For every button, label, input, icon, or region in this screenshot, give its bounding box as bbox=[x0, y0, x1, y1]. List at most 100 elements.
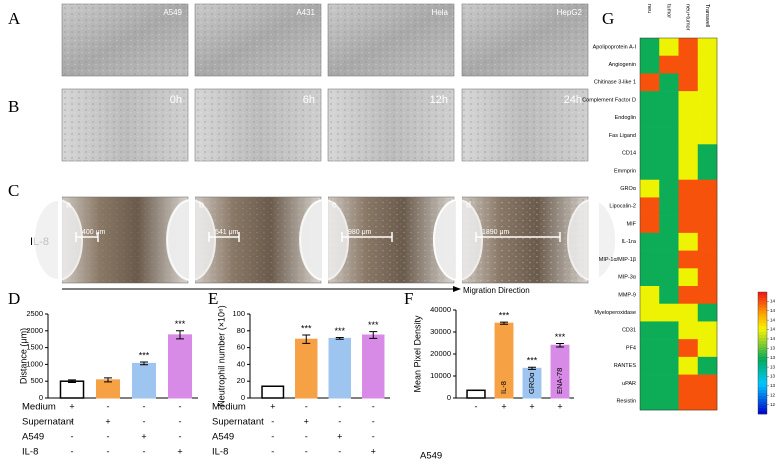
colorbar-step bbox=[758, 316, 767, 320]
column-label: Transwell bbox=[704, 4, 710, 27]
heatmap-cell bbox=[659, 215, 679, 234]
bar bbox=[167, 334, 193, 399]
colorbar-step bbox=[758, 410, 767, 415]
error-bar bbox=[68, 379, 76, 384]
heatmap-cell bbox=[697, 126, 718, 145]
condition-sign: - bbox=[271, 431, 274, 441]
gutter bbox=[456, 195, 462, 285]
heatmap-cell bbox=[659, 339, 679, 358]
condition-label: A549 bbox=[212, 432, 234, 443]
gutter bbox=[189, 195, 195, 285]
panel-letter: F bbox=[404, 289, 413, 308]
arrow-label: Migration Direction bbox=[463, 286, 530, 295]
heatmap-cell bbox=[659, 232, 679, 251]
heatmap-cell bbox=[697, 232, 718, 251]
y-tick-label: 0 bbox=[39, 393, 43, 402]
panel-letter: G bbox=[602, 9, 614, 28]
colorbar-step bbox=[758, 304, 767, 308]
colorbar-step bbox=[758, 392, 767, 396]
heatmap-cell bbox=[640, 215, 660, 234]
heatmap-cell bbox=[659, 144, 679, 163]
y-tick-label: 2500 bbox=[26, 309, 43, 318]
y-tick-label: 100 bbox=[232, 309, 245, 318]
bar bbox=[328, 337, 351, 399]
heatmap-cell bbox=[697, 73, 718, 92]
condition-sign: + bbox=[529, 401, 534, 411]
bar bbox=[466, 389, 486, 399]
image-label: HepG2 bbox=[557, 8, 583, 17]
condition-sign: + bbox=[105, 416, 110, 426]
y-axis-label: Mean Pixel Density bbox=[412, 315, 422, 393]
condition-sign: - bbox=[475, 401, 478, 411]
colorbar-step bbox=[758, 310, 767, 314]
heatmap-cell bbox=[678, 162, 699, 181]
heatmap-cell bbox=[678, 215, 699, 234]
micrograph-texture bbox=[62, 89, 188, 161]
column-label: tumor bbox=[665, 4, 671, 18]
row-label: CD14 bbox=[622, 151, 636, 157]
significance: *** bbox=[301, 323, 312, 333]
colorbar-tick-label: 14 bbox=[770, 336, 776, 341]
heatmap-cell bbox=[697, 179, 718, 198]
condition-sign: - bbox=[372, 431, 375, 441]
condition-label: A549 bbox=[420, 451, 442, 462]
colorbar-step bbox=[758, 404, 767, 409]
heatmap-cell bbox=[678, 55, 699, 74]
y-tick-label: 1500 bbox=[26, 343, 43, 352]
colorbar-step bbox=[758, 359, 767, 363]
colorbar-step bbox=[758, 322, 767, 326]
error-bar bbox=[528, 366, 536, 370]
y-tick-label: 40 bbox=[237, 359, 245, 368]
colorbar-step bbox=[758, 349, 767, 354]
image-label: 6h bbox=[303, 94, 315, 106]
y-tick-label: 10000 bbox=[430, 371, 451, 380]
colorbar-step bbox=[758, 356, 767, 360]
colorbar-tick-label: 14 bbox=[770, 317, 776, 322]
colorbar-step bbox=[758, 313, 767, 317]
colorbar-step bbox=[758, 307, 767, 311]
heatmap-cell bbox=[659, 286, 679, 305]
heatmap-cell bbox=[640, 38, 660, 57]
condition-sign: - bbox=[372, 416, 375, 426]
colorbar-step bbox=[758, 377, 767, 381]
condition-sign: - bbox=[143, 446, 146, 456]
heatmap-frame bbox=[639, 37, 718, 411]
micrograph-texture bbox=[62, 4, 188, 76]
heatmap-cell bbox=[640, 250, 660, 269]
error-bar bbox=[302, 334, 311, 344]
measurement: 541 μm bbox=[215, 229, 239, 236]
colorbar-step bbox=[758, 295, 767, 299]
heatmap-cell bbox=[640, 108, 660, 127]
heatmap-cell bbox=[640, 374, 660, 393]
colorbar-tick-label: 14 bbox=[770, 308, 776, 313]
condition-sign: + bbox=[69, 401, 74, 411]
measurement: 980 μm bbox=[348, 229, 372, 236]
y-tick-label: 40000 bbox=[430, 305, 451, 314]
heatmap-cell bbox=[640, 91, 660, 110]
condition-label: A549 bbox=[22, 432, 44, 443]
condition-sign: - bbox=[271, 416, 274, 426]
error-bar bbox=[500, 321, 508, 325]
error-bar bbox=[140, 361, 148, 366]
gutter bbox=[589, 195, 599, 285]
heatmap-cell bbox=[678, 73, 699, 92]
colorbar-step bbox=[758, 374, 767, 378]
heatmap-cell bbox=[640, 126, 660, 145]
condition-sign: - bbox=[107, 446, 110, 456]
heatmap-cell bbox=[640, 392, 660, 411]
colorbar-step bbox=[758, 380, 767, 384]
condition-label: IL-8 bbox=[212, 447, 228, 458]
heatmap-cell bbox=[697, 356, 718, 375]
colorbar-tick-label: 14 bbox=[770, 327, 776, 332]
heatmap-cell bbox=[697, 339, 718, 358]
condition-sign: - bbox=[107, 431, 110, 441]
row-label: CD31 bbox=[622, 328, 636, 334]
heatmap-cell bbox=[697, 215, 718, 234]
condition-sign: - bbox=[305, 446, 308, 456]
bar bbox=[295, 338, 318, 399]
significance: *** bbox=[368, 320, 379, 330]
measurement: 400 μm bbox=[82, 229, 106, 236]
bar bbox=[59, 380, 85, 399]
heatmap-cell bbox=[678, 197, 699, 216]
